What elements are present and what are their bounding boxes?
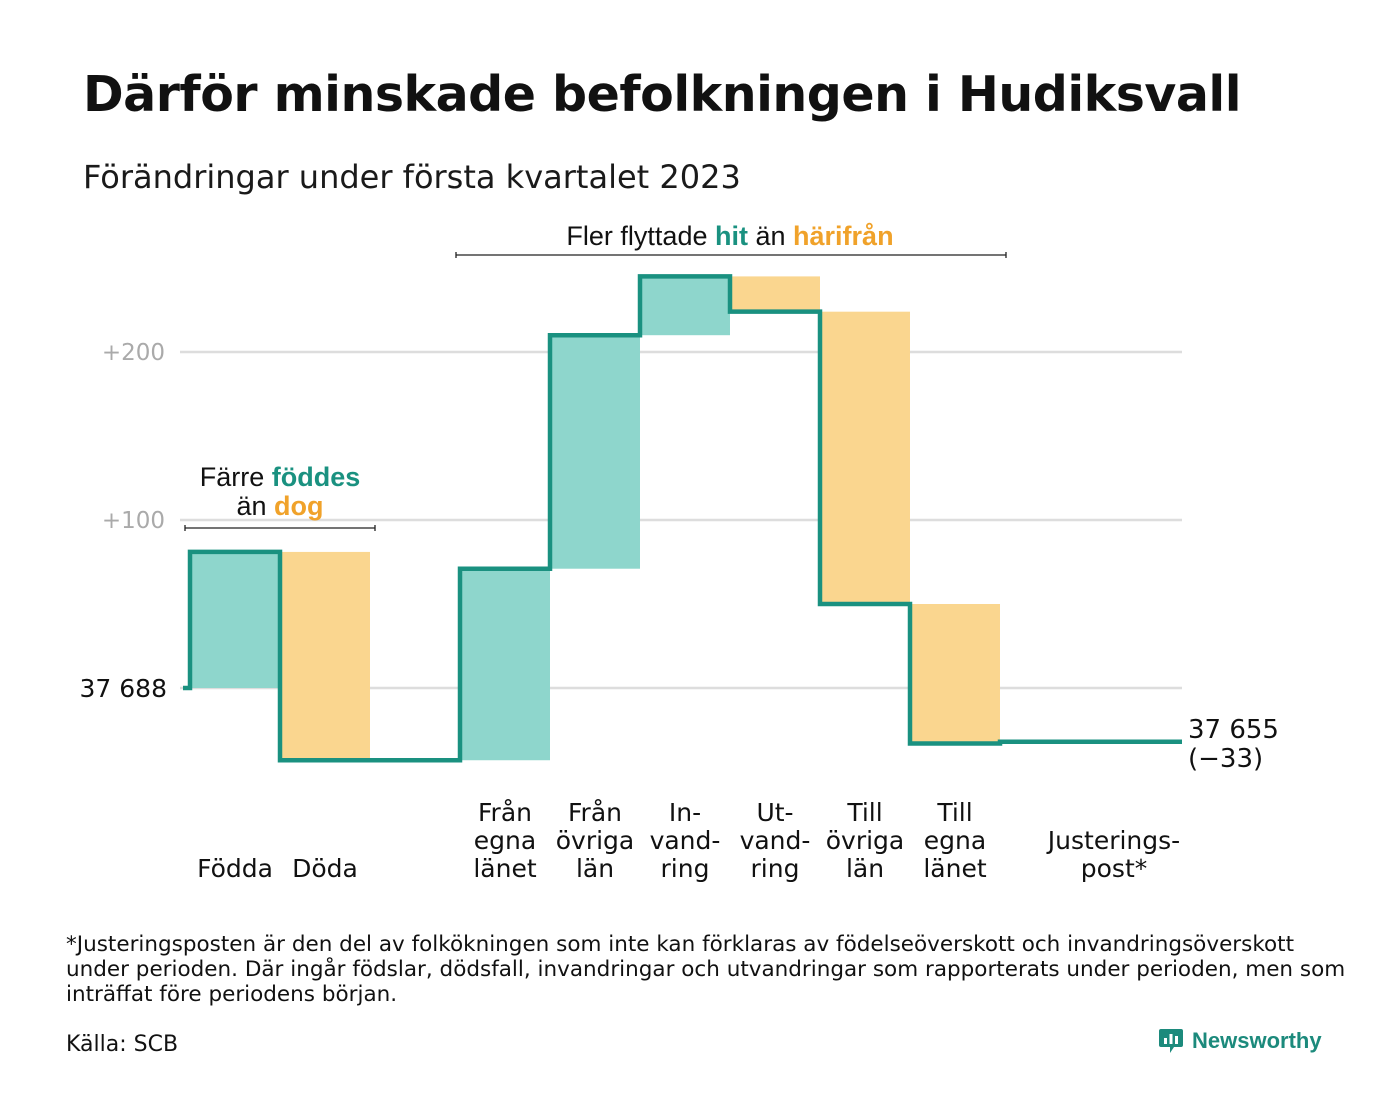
chart-subtitle: Förändringar under första kvartalet 2023 — [83, 158, 741, 196]
category-label: övriga — [826, 826, 905, 855]
source-label: Källa: SCB — [66, 1032, 179, 1057]
category-label: post* — [1081, 854, 1148, 883]
births-highlight-dog: dog — [274, 491, 323, 521]
moves-annotation-than: än — [748, 221, 793, 251]
category-label: In- — [669, 798, 701, 827]
cumulative-step-line — [183, 274, 1182, 763]
category-label: ring — [661, 854, 710, 883]
category-label: Ut- — [756, 798, 793, 827]
moves-annotation-bracket — [455, 252, 1007, 258]
births-annotation-prefix: Färre — [200, 462, 272, 492]
births-highlight-foddes: föddes — [272, 462, 361, 492]
chart-title: Därför minskade befolkningen i Hudiksval… — [83, 66, 1242, 123]
footnote: *Justeringsposten är den del av folkökni… — [66, 932, 1346, 1007]
category-label: Från — [478, 798, 532, 827]
bar — [190, 551, 280, 688]
bar — [460, 568, 550, 761]
start-value-label: 37 688 — [80, 674, 167, 703]
category-label: Döda — [292, 854, 358, 883]
moves-highlight-harifran: härifrån — [793, 221, 894, 251]
category-label: Justerings- — [1046, 826, 1180, 855]
bar — [820, 311, 910, 604]
births-annotation-than: än — [236, 491, 274, 521]
category-label: Födda — [197, 854, 273, 883]
births-annotation-line2: än dog — [236, 491, 323, 521]
step-line-layer — [183, 274, 1182, 763]
bar-layer — [190, 276, 1000, 761]
end-value-label: 37 655 — [1188, 715, 1279, 745]
births-annotation-line1: Färre föddes — [200, 462, 361, 492]
y-tick-label: +100 — [102, 508, 165, 534]
newsworthy-logo-icon — [1159, 1029, 1183, 1053]
category-label: Till — [846, 798, 882, 827]
category-label: länet — [473, 854, 536, 883]
end-change-label: (−33) — [1188, 744, 1263, 774]
category-label: egna — [474, 826, 536, 855]
newsworthy-logo-text: Newsworthy — [1192, 1028, 1322, 1053]
births-annotation-bracket — [184, 525, 376, 531]
moves-highlight-hit: hit — [715, 221, 748, 251]
bar — [730, 276, 820, 312]
category-label: övriga — [556, 826, 635, 855]
category-label: ring — [751, 854, 800, 883]
category-label: egna — [924, 826, 986, 855]
moves-annotation: Fler flyttade hit än härifrån — [566, 221, 893, 251]
category-label: länet — [923, 854, 986, 883]
category-label: vand- — [740, 826, 811, 855]
bar — [550, 335, 640, 569]
category-label: vand- — [650, 826, 721, 855]
category-label: Till — [936, 798, 972, 827]
moves-annotation-prefix: Fler flyttade — [566, 221, 715, 251]
bar — [640, 276, 730, 336]
newsworthy-logo: Newsworthy — [1158, 1027, 1322, 1055]
category-label: län — [576, 854, 614, 883]
category-label: Från — [568, 798, 622, 827]
category-label: län — [846, 854, 884, 883]
y-tick-label: +200 — [102, 340, 165, 366]
bar — [910, 604, 1000, 744]
bar — [280, 551, 370, 761]
